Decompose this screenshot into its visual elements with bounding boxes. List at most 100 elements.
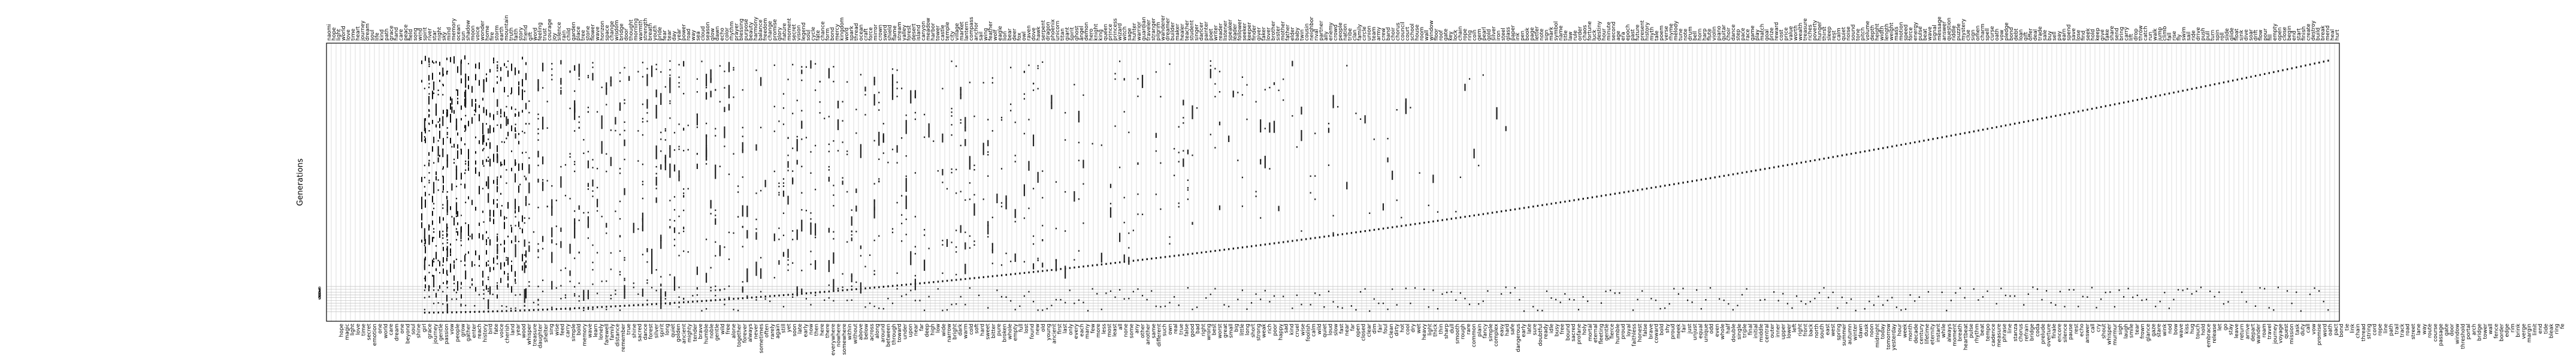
token-mark: [497, 233, 498, 236]
token-mark: [742, 176, 743, 178]
top-word-label: journey: [360, 20, 366, 41]
token-mark: [633, 286, 634, 288]
token-mark: [583, 291, 585, 301]
token-mark: [421, 197, 422, 203]
top-word-label: pledge: [2004, 22, 2010, 41]
token-mark: [487, 299, 489, 310]
token-mark: [965, 138, 966, 146]
token-mark: [942, 133, 944, 143]
token-mark: [683, 228, 685, 230]
bottom-word-label: wrong: [1207, 324, 1213, 340]
token-mark: [442, 67, 444, 77]
top-word-label: word: [533, 28, 539, 41]
token-mark: [1010, 260, 1012, 263]
token-mark: [1273, 295, 1275, 297]
token-mark: [860, 144, 861, 158]
token-mark: [587, 306, 589, 309]
token-mark: [497, 70, 498, 72]
token-mark: [1141, 294, 1144, 297]
top-word-label: ghost: [1074, 25, 1080, 41]
token-mark: [1174, 147, 1175, 150]
token-mark: [506, 66, 507, 68]
token-mark: [1837, 307, 1839, 309]
token-mark: [474, 114, 476, 116]
top-word-label: cost: [1779, 29, 1785, 41]
token-mark: [1065, 139, 1066, 141]
bottom-word-label: learn: [593, 324, 599, 337]
token-mark: [787, 264, 789, 266]
token-mark: [1037, 260, 1039, 261]
token-mark: [428, 93, 430, 95]
token-mark: [455, 185, 458, 188]
token-mark: [1232, 248, 1235, 250]
top-word-label: shield: [887, 25, 893, 41]
token-mark: [2318, 290, 2320, 292]
token-mark: [660, 288, 662, 298]
token-mark: [1137, 95, 1139, 98]
token-mark: [500, 77, 501, 82]
bottom-word-label: often: [764, 324, 770, 337]
token-mark: [487, 260, 489, 262]
top-word-label: fly: [2176, 34, 2182, 41]
token-mark: [1596, 195, 1598, 198]
token-mark: [468, 152, 469, 160]
top-word-label: unicorn: [1055, 20, 1061, 41]
token-mark: [437, 146, 439, 156]
bottom-word-label: grow: [461, 324, 467, 337]
bottom-word-label: wild: [1317, 324, 1323, 334]
token-mark: [455, 177, 458, 180]
token-mark: [537, 285, 539, 288]
token-mark: [887, 161, 889, 164]
token-mark: [1700, 179, 1703, 181]
token-mark: [453, 162, 455, 164]
token-mark: [592, 67, 594, 68]
token-mark: [433, 192, 435, 194]
token-mark: [2091, 286, 2093, 289]
token-mark: [537, 243, 539, 245]
token-mark: [465, 222, 467, 224]
token-mark: [996, 194, 998, 204]
token-mark: [1273, 83, 1275, 85]
token-mark: [1918, 296, 1920, 298]
bottom-word-label: passage: [2438, 324, 2444, 346]
token-mark: [728, 285, 730, 287]
token-mark: [1550, 297, 1552, 299]
token-mark: [846, 191, 848, 193]
token-mark: [1119, 61, 1121, 62]
token-mark: [471, 283, 473, 286]
token-mark: [524, 262, 525, 273]
token-mark: [1682, 182, 1684, 184]
token-mark: [864, 86, 866, 92]
token-mark: [755, 299, 757, 301]
token-mark: [683, 196, 685, 198]
token-mark: [446, 304, 448, 307]
token-mark: [660, 297, 662, 299]
token-mark: [1314, 175, 1316, 177]
top-word-label: serpent: [1041, 20, 1047, 41]
token-mark: [873, 270, 875, 272]
top-word-label: witch: [1122, 26, 1128, 41]
token-mark: [1468, 78, 1471, 80]
bottom-word-label: way: [2421, 323, 2427, 334]
top-word-label: jump: [2157, 27, 2163, 41]
token-mark: [678, 86, 680, 88]
top-word-label: world: [341, 26, 347, 41]
token-mark: [1241, 76, 1243, 78]
token-mark: [1587, 300, 1589, 302]
token-mark: [1700, 308, 1702, 310]
token-mark: [446, 229, 448, 233]
token-mark: [551, 239, 553, 244]
token-mark: [522, 163, 523, 170]
token-mark: [560, 297, 562, 300]
token-mark: [846, 150, 848, 152]
token-mark: [424, 312, 426, 314]
token-mark: [951, 168, 953, 170]
token-mark: [1369, 212, 1371, 214]
token-mark: [461, 105, 462, 110]
token-mark: [1346, 233, 1348, 235]
token-mark: [787, 294, 789, 296]
token-mark: [1328, 128, 1330, 133]
token-mark: [805, 292, 808, 295]
bottom-word-label: least: [1112, 324, 1118, 337]
token-mark: [1501, 210, 1502, 213]
